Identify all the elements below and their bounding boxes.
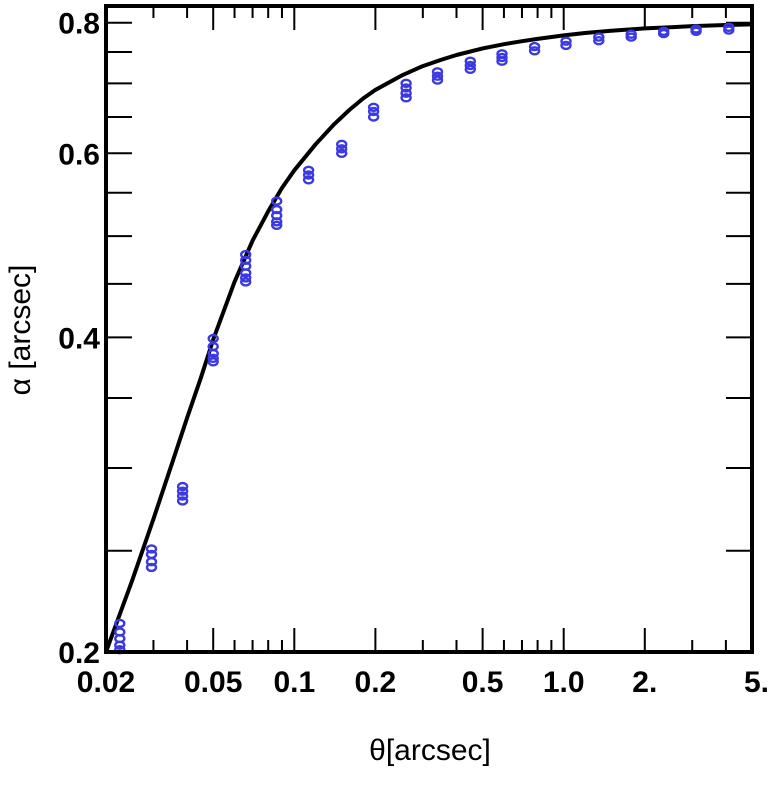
data-point [431, 71, 444, 81]
data-point [528, 46, 541, 56]
data-point [400, 88, 412, 98]
data-point [464, 64, 476, 75]
data-point [464, 60, 476, 71]
axis-ticks [105, 6, 753, 653]
data-point [176, 486, 189, 496]
data-point [336, 139, 348, 150]
data-point [145, 549, 158, 560]
data-point [723, 25, 735, 35]
y-tick-label: 0.2 [58, 637, 100, 670]
data-point [145, 562, 158, 573]
data-point [593, 32, 605, 42]
x-tick-label: 0.5 [462, 666, 504, 699]
y-tick-label: 0.8 [58, 8, 100, 41]
x-tick-label: 0.05 [184, 666, 242, 699]
data-point [658, 28, 670, 39]
data-point [496, 52, 508, 63]
data-point [367, 102, 380, 113]
plot-frame [104, 4, 754, 654]
x-tick-label: 0.1 [273, 666, 315, 699]
data-point [336, 148, 348, 159]
data-point [239, 277, 252, 287]
y-axis-label: α [arcsec] [4, 265, 37, 396]
data-point [176, 491, 189, 501]
data-point [367, 106, 380, 117]
data-point [271, 217, 283, 227]
x-tick-label: 2. [632, 666, 657, 699]
data-point [176, 496, 189, 506]
x-tick-label: 0.2 [355, 666, 397, 699]
data-point [690, 26, 702, 36]
data-point [239, 249, 252, 260]
data-point [176, 481, 189, 492]
data-point [239, 273, 252, 283]
data-point [367, 112, 380, 122]
points-layer [114, 22, 735, 655]
data-point [145, 544, 158, 554]
x-tick-label: 0.02 [77, 666, 135, 699]
data-point [431, 75, 444, 85]
y-tick-label: 0.4 [58, 322, 100, 355]
data-point [114, 640, 126, 650]
data-point [271, 196, 283, 206]
data-point [400, 78, 412, 89]
data-point [302, 170, 315, 180]
data-point [336, 144, 348, 154]
data-point [625, 32, 637, 42]
x-tick-label: 5. [744, 666, 769, 699]
data-point [400, 93, 412, 103]
data-point [496, 56, 508, 66]
y-tick-labels: 0.2 0.4 0.6 0.8 [58, 8, 100, 670]
x-tick-labels: 0.02 0.05 0.1 0.2 0.5 1.0 2. 5. [77, 666, 769, 699]
fit-curve [104, 22, 753, 653]
data-point [239, 268, 252, 278]
data-point [302, 165, 315, 176]
data-point [560, 40, 572, 51]
x-axis-label: θ[arcsec] [369, 734, 491, 767]
data-point [271, 220, 283, 231]
data-point [400, 83, 412, 93]
data-point [114, 618, 126, 629]
data-point [431, 67, 444, 77]
y-tick-label: 0.6 [58, 138, 100, 171]
x-tick-label: 1.0 [543, 666, 585, 699]
data-point [593, 36, 605, 46]
curve-layer [104, 22, 753, 653]
data-point [302, 175, 315, 185]
data-point [207, 353, 219, 363]
data-point [145, 557, 158, 567]
data-point [560, 36, 572, 46]
data-point [528, 41, 541, 52]
data-point [207, 357, 219, 367]
data-point [207, 348, 219, 359]
